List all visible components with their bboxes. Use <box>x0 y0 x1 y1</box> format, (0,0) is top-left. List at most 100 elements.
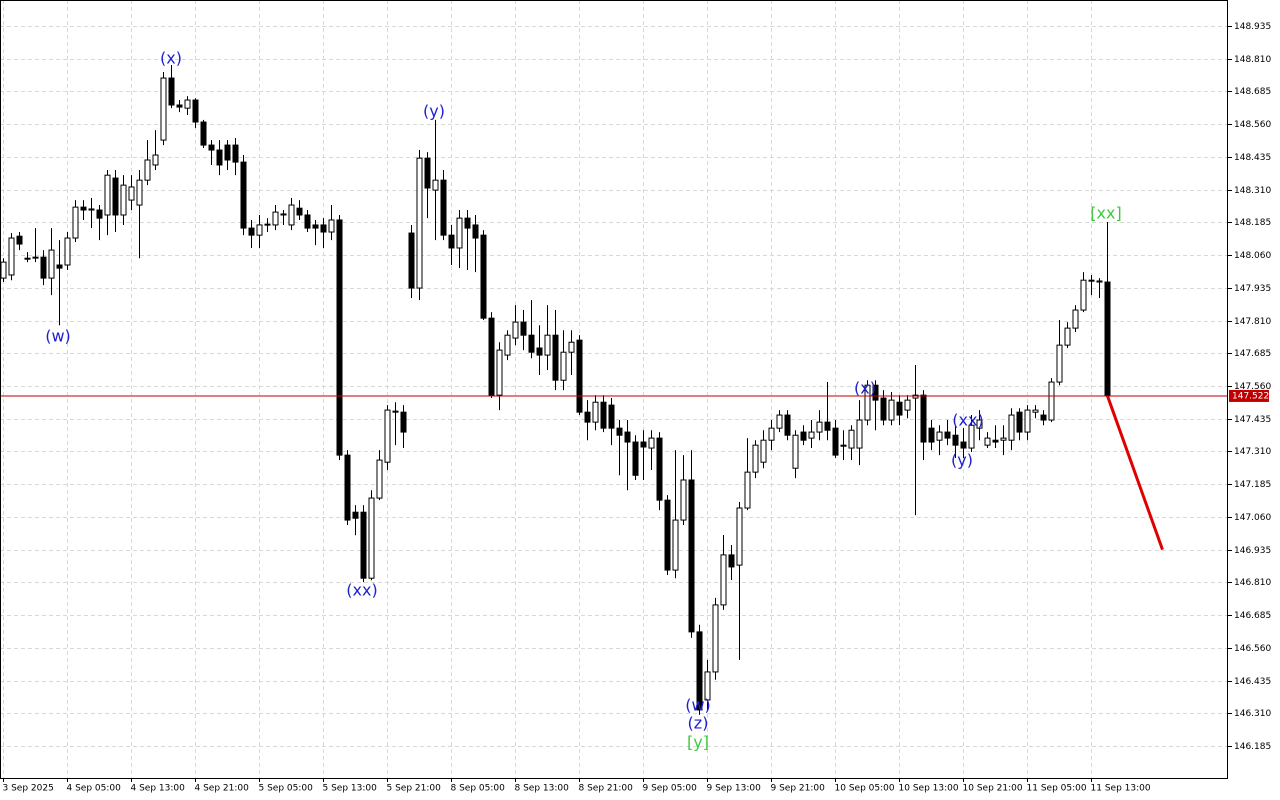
candle-body <box>48 249 55 279</box>
x-tick-label: 10 Sep 21:00 <box>963 784 1023 794</box>
y-tick-label: 148.060 <box>1234 251 1271 261</box>
y-tick-label: 146.310 <box>1234 709 1271 719</box>
candle-body <box>456 217 463 249</box>
candle-body <box>696 631 703 711</box>
x-tick-label: 4 Sep 21:00 <box>195 784 250 794</box>
candle-body <box>880 397 887 421</box>
candle-body <box>584 411 591 423</box>
y-tick-label: 146.685 <box>1234 611 1271 621</box>
candle-body <box>512 321 519 339</box>
y-tick-label: 147.935 <box>1234 284 1271 294</box>
forecast-line <box>1106 395 1164 551</box>
candle-body <box>624 431 631 443</box>
candle-body <box>88 208 95 211</box>
candle-body <box>552 334 559 381</box>
candle-body <box>200 121 207 146</box>
y-tick-label: 147.435 <box>1234 415 1271 425</box>
candle-body <box>392 410 399 413</box>
y-tick-label: 146.810 <box>1234 578 1271 588</box>
candle-body <box>72 206 79 239</box>
x-tick-label: 8 Sep 05:00 <box>451 784 506 794</box>
candle-body <box>312 224 319 229</box>
candle-body <box>1056 344 1063 383</box>
candle-body <box>616 427 623 436</box>
candle-body <box>848 429 855 449</box>
y-tick-label: 148.310 <box>1234 186 1271 196</box>
candle-body <box>768 427 775 441</box>
candle-body <box>192 99 199 123</box>
candle-body <box>872 384 879 401</box>
y-tick-label: 147.810 <box>1234 317 1271 327</box>
y-tick-label: 147.185 <box>1234 480 1271 490</box>
candle-body <box>136 179 143 206</box>
candle-body <box>672 519 679 571</box>
candle-body <box>264 223 271 226</box>
candle-body <box>160 77 167 141</box>
candle-body <box>408 232 415 289</box>
grid <box>0 0 1228 778</box>
candle-body <box>224 144 231 161</box>
candle-body <box>1080 279 1087 311</box>
y-tick-label: 147.310 <box>1234 447 1271 457</box>
candle-body <box>1088 279 1095 282</box>
candle-body <box>904 399 911 411</box>
candle-body <box>96 209 103 219</box>
candle-body <box>856 419 863 449</box>
candle-body <box>272 211 279 226</box>
candle-body <box>424 157 431 189</box>
candle-body <box>560 351 567 381</box>
candle-body <box>296 207 303 216</box>
candle-body <box>464 217 471 229</box>
y-tick-label: 147.685 <box>1234 349 1271 359</box>
candle-body <box>888 399 895 421</box>
candle-body <box>32 256 39 259</box>
candle-body <box>176 104 183 108</box>
y-tick-label: 146.185 <box>1234 742 1271 752</box>
candle-body <box>832 427 839 456</box>
candle-body <box>576 339 583 413</box>
candle-body <box>24 257 31 260</box>
candle-body <box>968 424 975 449</box>
candle-body <box>248 227 255 236</box>
candle-body <box>952 434 959 446</box>
candle-body <box>104 174 111 216</box>
candle-body <box>496 349 503 396</box>
candle-body <box>1016 411 1023 433</box>
candle-body <box>320 224 327 233</box>
price-label-bg <box>1229 389 1269 402</box>
candle-body <box>1008 414 1015 441</box>
candle-body <box>1072 309 1079 329</box>
candle-body <box>80 206 87 211</box>
candle-body <box>728 554 735 568</box>
candle-body <box>608 404 615 429</box>
candle-body <box>480 234 487 319</box>
candle-body <box>544 334 551 356</box>
candle-body <box>1048 381 1055 421</box>
candle-body <box>400 411 407 433</box>
y-tick-label: 147.060 <box>1234 513 1271 523</box>
candle-body <box>864 384 871 421</box>
candle-body <box>232 144 239 163</box>
candle-body <box>144 159 151 181</box>
candle-body <box>800 431 807 441</box>
wave-label: [xx] <box>1090 204 1121 223</box>
candle-body <box>1032 409 1039 413</box>
candle-body <box>648 437 655 449</box>
candle-body <box>960 441 967 449</box>
x-tick-label: 4 Sep 05:00 <box>67 784 122 794</box>
x-tick-label: 5 Sep 05:00 <box>259 784 314 794</box>
x-tick-label: 5 Sep 21:00 <box>387 784 442 794</box>
candle-body <box>824 421 831 431</box>
candle-body <box>928 427 935 443</box>
y-tick-label: 148.935 <box>1234 22 1271 32</box>
candle-body <box>760 439 767 463</box>
candle-body <box>112 177 119 216</box>
y-tick-label: 146.435 <box>1234 677 1271 687</box>
candle-body <box>984 437 991 446</box>
candle-body <box>752 444 759 473</box>
candle-body <box>592 401 599 423</box>
x-tick-label: 9 Sep 21:00 <box>771 784 826 794</box>
x-tick-label: 9 Sep 05:00 <box>643 784 698 794</box>
candle-body <box>520 321 527 336</box>
